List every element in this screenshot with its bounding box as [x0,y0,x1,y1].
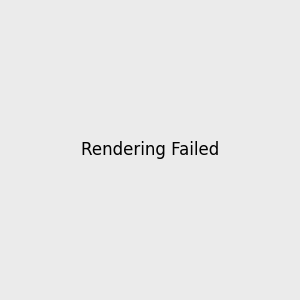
Text: Rendering Failed: Rendering Failed [81,141,219,159]
